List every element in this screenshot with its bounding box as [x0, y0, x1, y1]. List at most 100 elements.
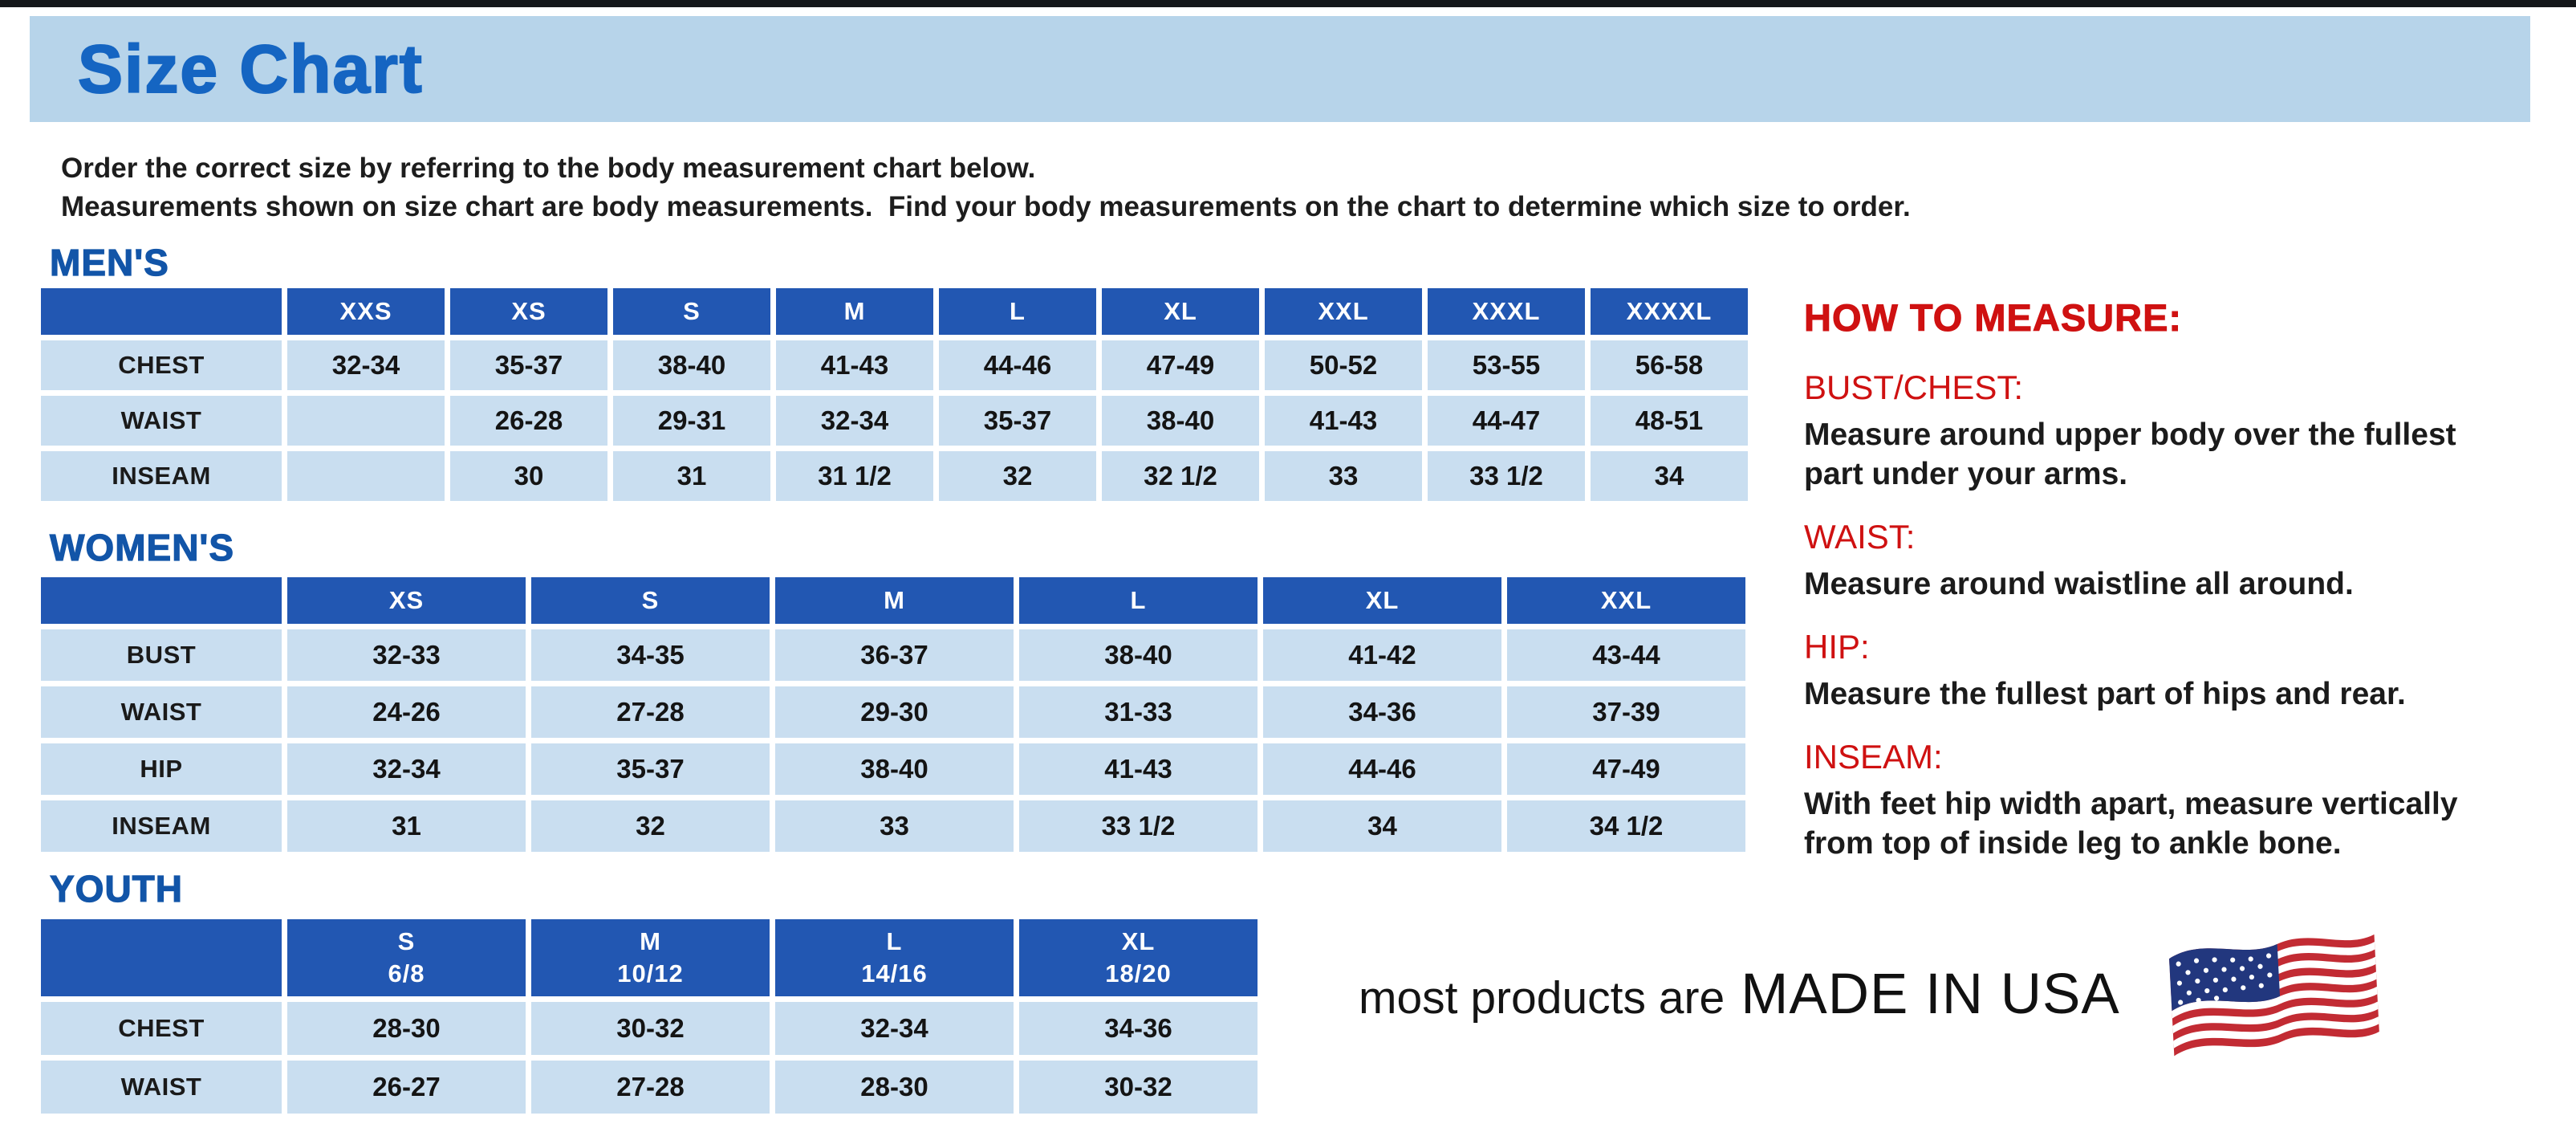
measurement-row-label: INSEAM: [41, 451, 282, 501]
top-border-rule: [0, 0, 2576, 7]
size-value-cell: 31-33: [1019, 686, 1258, 738]
measurement-row: INSEAM 31 32 33 33 1/2 34 34 1/2: [41, 800, 1745, 852]
size-value-cell: 44-47: [1428, 396, 1585, 446]
measure-item: INSEAM: With feet hip width apart, measur…: [1804, 738, 2518, 863]
size-column-header: XL: [1102, 288, 1259, 335]
measurement-row-label: INSEAM: [41, 800, 282, 852]
size-value-cell: 44-46: [939, 340, 1096, 390]
measurement-row: INSEAM 30 31 31 1/2 32 32 1/2 33 33 1/2 34: [41, 451, 1748, 501]
measurement-row: CHEST 28-30 30-32 32-34 34-36: [41, 1002, 1258, 1055]
size-column-header: L 14/16: [775, 919, 1014, 996]
mens-section-heading: MEN'S: [49, 241, 169, 283]
size-value-cell: 38-40: [1019, 629, 1258, 681]
measurement-row-label: BUST: [41, 629, 282, 681]
size-value-cell: 34: [1591, 451, 1748, 501]
size-column-header: XXL: [1265, 288, 1422, 335]
size-value-cell: 56-58: [1591, 340, 1748, 390]
size-column-header: M: [775, 577, 1014, 624]
measurement-row-label: WAIST: [41, 396, 282, 446]
size-value-cell: 34: [1263, 800, 1501, 852]
title-bar: Size Chart: [30, 16, 2530, 122]
size-value-cell: 38-40: [775, 743, 1014, 795]
size-header-row: XXS XS S M L XL XXL XXXL XXXXL: [41, 288, 1748, 335]
how-to-measure-panel: HOW TO MEASURE: BUST/CHEST: Measure aroun…: [1804, 295, 2518, 887]
size-value-cell: 47-49: [1102, 340, 1259, 390]
size-value-cell: 34 1/2: [1507, 800, 1745, 852]
made-in-usa-line: most products are MADE IN USA: [1359, 962, 2120, 1027]
table-corner-cell: [41, 577, 282, 624]
size-value-cell: 34-35: [531, 629, 770, 681]
footer-prefix-text: most products are: [1359, 972, 1725, 1024]
youth-section-heading: YOUTH: [49, 867, 183, 910]
made-in-usa-text: MADE IN USA: [1741, 963, 2120, 1026]
measure-description: Measure the fullest part of hips and rea…: [1804, 677, 2406, 711]
size-column-header: XXS: [287, 288, 445, 335]
size-value-cell: 32: [531, 800, 770, 852]
measure-item: HIP: Measure the fullest part of hips and…: [1804, 628, 2518, 714]
intro-line-2: Measurements shown on size chart are bod…: [61, 191, 1911, 222]
measure-term: BUST/CHEST:: [1804, 369, 2024, 406]
measurement-row: WAIST 24-26 27-28 29-30 31-33 34-36 37-39: [41, 686, 1745, 738]
measure-term: HIP:: [1804, 628, 1870, 666]
size-value-cell: 32-34: [776, 396, 933, 446]
us-flag-icon: [2168, 934, 2380, 1057]
size-value-cell: 36-37: [775, 629, 1014, 681]
size-value-cell: 44-46: [1263, 743, 1501, 795]
size-value-cell: 34-36: [1019, 1002, 1258, 1055]
size-value-cell: 30-32: [531, 1002, 770, 1055]
measure-description: Measure around upper body over the fulle…: [1804, 417, 2456, 491]
size-value-cell: 34-36: [1263, 686, 1501, 738]
size-column-header: XS: [287, 577, 526, 624]
measurement-row: WAIST 26-27 27-28 28-30 30-32: [41, 1061, 1258, 1114]
size-value-cell: 37-39: [1507, 686, 1745, 738]
size-value-cell: 32-33: [287, 629, 526, 681]
measurement-row-label: WAIST: [41, 686, 282, 738]
size-column-header: XXL: [1507, 577, 1745, 624]
size-column-header: S 6/8: [287, 919, 526, 996]
size-column-header: XL 18/20: [1019, 919, 1258, 996]
size-value-cell: 38-40: [613, 340, 770, 390]
size-column-header: M: [776, 288, 933, 335]
size-value-cell: 28-30: [775, 1061, 1014, 1114]
youth-size-table: S 6/8 M 10/12 L 14/16 XL 18/20 CHEST 28-30 30-32 32…: [35, 914, 1263, 1119]
intro-line-1: Order the correct size by referring to t…: [61, 153, 1036, 184]
page-title: Size Chart: [77, 31, 424, 108]
size-value-cell: 41-43: [1265, 396, 1422, 446]
size-value-cell: 31: [613, 451, 770, 501]
size-value-cell: 29-31: [613, 396, 770, 446]
measure-item: WAIST: Measure around waistline all aroun…: [1804, 518, 2518, 604]
measurement-row-label: HIP: [41, 743, 282, 795]
size-value-cell: 26-28: [450, 396, 607, 446]
size-value-cell: 35-37: [939, 396, 1096, 446]
size-value-cell: 29-30: [775, 686, 1014, 738]
size-value-cell: 26-27: [287, 1061, 526, 1114]
size-value-cell: 33 1/2: [1428, 451, 1585, 501]
size-value-cell: 32-34: [775, 1002, 1014, 1055]
measurement-row-label: CHEST: [41, 1002, 282, 1055]
size-value-cell: 41-43: [776, 340, 933, 390]
measurement-row: BUST 32-33 34-35 36-37 38-40 41-42 43-44: [41, 629, 1745, 681]
size-value-cell: 41-42: [1263, 629, 1501, 681]
size-value-cell: 50-52: [1265, 340, 1422, 390]
size-value-cell: 35-37: [531, 743, 770, 795]
table-corner-cell: [41, 288, 282, 335]
size-column-header: M 10/12: [531, 919, 770, 996]
how-to-measure-list: BUST/CHEST: Measure around upper body ove…: [1804, 369, 2518, 863]
size-value-cell: 27-28: [531, 686, 770, 738]
size-header-row: XS S M L XL XXL: [41, 577, 1745, 624]
size-value-cell: [287, 396, 445, 446]
size-header-row: S 6/8 M 10/12 L 14/16 XL 18/20: [41, 919, 1258, 996]
size-value-cell: 31: [287, 800, 526, 852]
measurement-row: WAIST 26-28 29-31 32-34 35-37 38-40 41-43 44-47…: [41, 396, 1748, 446]
measurement-row-label: CHEST: [41, 340, 282, 390]
table-corner-cell: [41, 919, 282, 996]
size-value-cell: 27-28: [531, 1061, 770, 1114]
size-value-cell: 43-44: [1507, 629, 1745, 681]
womens-section-heading: WOMEN'S: [49, 526, 235, 568]
measurement-row: HIP 32-34 35-37 38-40 41-43 44-46 47-49: [41, 743, 1745, 795]
size-column-header: XXXXL: [1591, 288, 1748, 335]
size-value-cell: 47-49: [1507, 743, 1745, 795]
measure-term: WAIST:: [1804, 518, 1916, 556]
size-value-cell: 32 1/2: [1102, 451, 1259, 501]
